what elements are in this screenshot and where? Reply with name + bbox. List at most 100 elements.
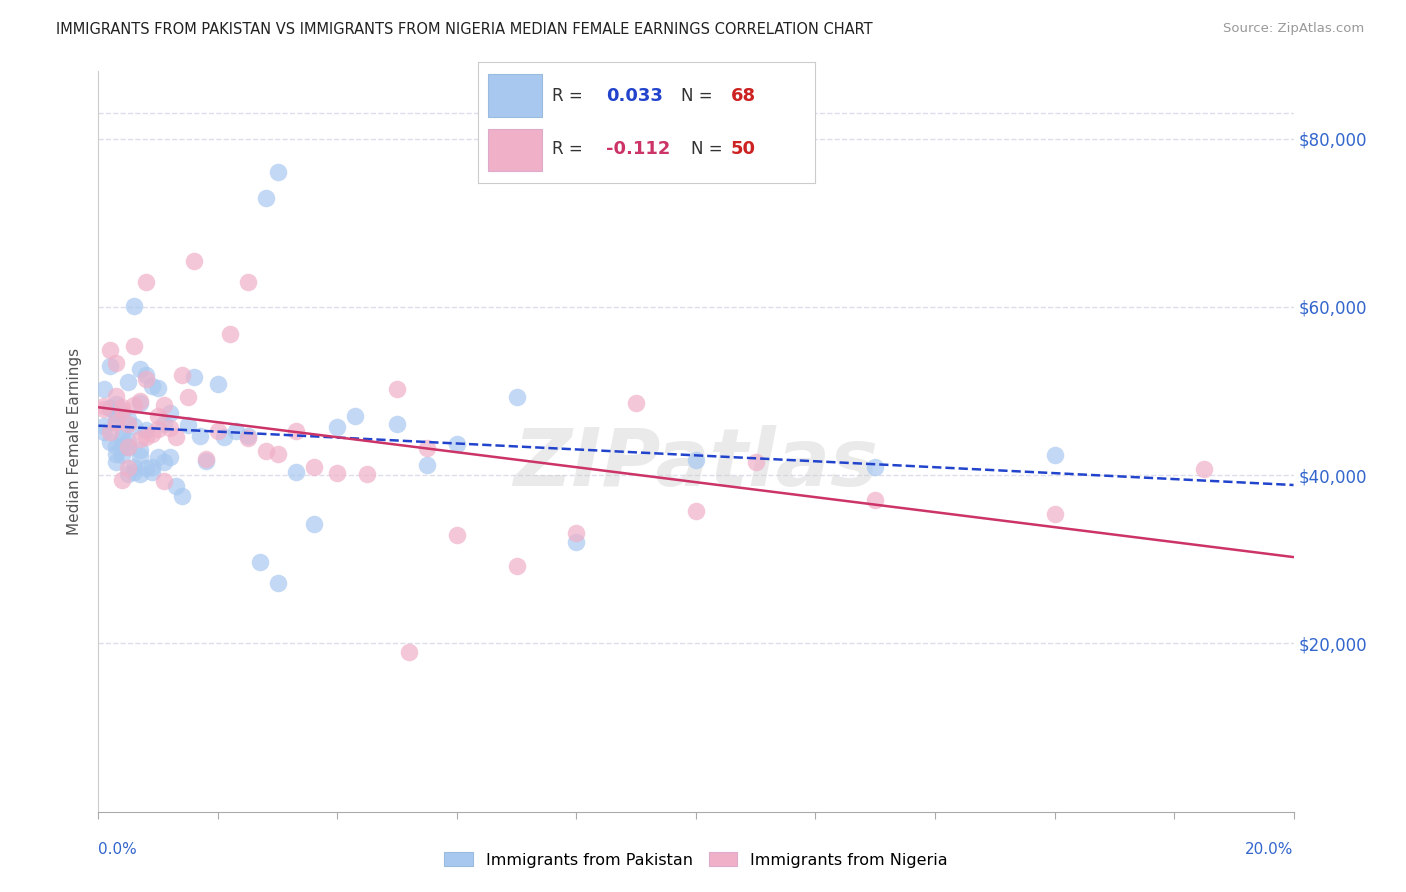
Point: [117, 461, 139, 475]
Point: [183, 370, 205, 384]
Point: [98, 359, 122, 373]
Point: [141, 459, 163, 474]
Point: [153, 417, 176, 431]
Point: [219, 327, 242, 342]
Point: [105, 415, 128, 429]
Point: [385, 382, 409, 396]
Legend: Immigrants from Pakistan, Immigrants from Nigeria: Immigrants from Pakistan, Immigrants fro…: [437, 846, 955, 874]
Point: [124, 459, 146, 474]
Point: [93, 419, 115, 434]
Point: [685, 503, 707, 517]
Point: [111, 400, 134, 414]
Point: [129, 432, 152, 446]
Point: [129, 449, 152, 463]
Point: [148, 421, 170, 435]
Point: [111, 448, 134, 462]
Text: 50: 50: [731, 140, 756, 158]
Point: [565, 535, 588, 549]
Point: [865, 493, 887, 508]
Point: [159, 421, 181, 435]
Point: [254, 190, 277, 204]
Point: [111, 424, 134, 438]
Point: [105, 389, 128, 403]
Point: [105, 446, 128, 460]
Point: [195, 454, 218, 468]
Point: [117, 412, 139, 426]
Point: [117, 434, 139, 449]
Point: [111, 406, 134, 420]
Point: [236, 431, 259, 445]
Point: [129, 361, 152, 376]
Point: [626, 395, 648, 409]
FancyBboxPatch shape: [488, 128, 543, 171]
Point: [141, 426, 163, 441]
Point: [135, 368, 157, 383]
Point: [98, 401, 122, 415]
Point: [93, 399, 115, 413]
Point: [356, 467, 378, 482]
Text: IMMIGRANTS FROM PAKISTAN VS IMMIGRANTS FROM NIGERIA MEDIAN FEMALE EARNINGS CORRE: IMMIGRANTS FROM PAKISTAN VS IMMIGRANTS F…: [56, 22, 873, 37]
Point: [141, 378, 163, 392]
Point: [148, 409, 170, 424]
Point: [141, 465, 163, 479]
Point: [159, 406, 181, 420]
Point: [135, 372, 157, 386]
Point: [124, 299, 146, 313]
Point: [207, 424, 229, 438]
Point: [267, 165, 290, 179]
Point: [326, 419, 349, 434]
Point: [124, 399, 146, 413]
Point: [685, 453, 707, 467]
Point: [98, 401, 122, 415]
Text: -0.112: -0.112: [606, 140, 671, 158]
Point: [111, 431, 134, 445]
Point: [105, 356, 128, 370]
Point: [302, 516, 325, 531]
Point: [129, 443, 152, 458]
Point: [1043, 507, 1066, 521]
Point: [177, 390, 200, 404]
Point: [506, 390, 529, 404]
Text: R =: R =: [553, 140, 588, 158]
Point: [135, 430, 157, 444]
Point: [446, 436, 468, 450]
Point: [165, 479, 187, 493]
Point: [302, 459, 325, 474]
Point: [326, 467, 349, 481]
Point: [344, 409, 367, 424]
Point: [135, 275, 157, 289]
Point: [111, 474, 134, 488]
Point: [105, 439, 128, 453]
Point: [117, 467, 139, 481]
Point: [254, 444, 277, 458]
Point: [267, 447, 290, 461]
Point: [153, 455, 176, 469]
FancyBboxPatch shape: [488, 75, 543, 117]
Point: [225, 424, 247, 438]
Point: [105, 397, 128, 411]
Point: [249, 555, 271, 569]
Point: [93, 425, 115, 440]
Point: [212, 429, 235, 443]
Point: [93, 401, 115, 416]
Point: [398, 645, 420, 659]
Point: [129, 395, 152, 409]
Y-axis label: Median Female Earnings: Median Female Earnings: [67, 348, 83, 535]
Text: N =: N =: [681, 87, 717, 104]
Point: [172, 489, 194, 503]
Point: [177, 418, 200, 433]
Point: [124, 465, 146, 479]
Point: [236, 429, 259, 443]
Point: [153, 398, 176, 412]
Point: [105, 407, 128, 421]
Point: [446, 528, 468, 542]
Point: [236, 275, 259, 289]
Point: [135, 423, 157, 437]
Point: [129, 467, 152, 481]
Point: [124, 418, 146, 433]
Point: [105, 455, 128, 469]
Point: [183, 253, 205, 268]
Point: [105, 413, 128, 427]
Point: [153, 474, 176, 488]
Point: [117, 375, 139, 389]
